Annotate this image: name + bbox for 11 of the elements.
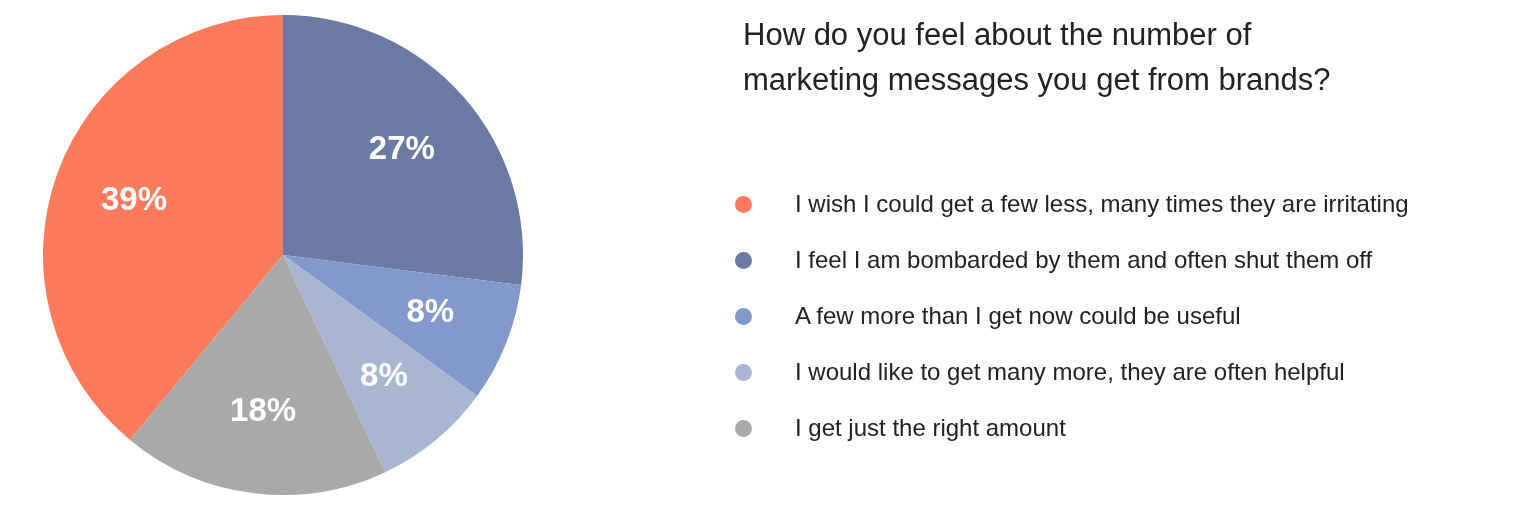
legend-label: I would like to get many more, they are often helpful	[795, 358, 1345, 386]
data-label: 8%	[360, 356, 408, 394]
legend-label: I feel I am bombarded by them and often shut them off	[795, 246, 1373, 274]
data-label: 39%	[100, 180, 167, 218]
legend-label: I get just the right amount	[795, 414, 1066, 442]
text: How do you feel about the number of marketing messages you get from brands?	[743, 16, 1332, 99]
data-label: 18%	[230, 391, 297, 429]
legend-label: A few more than I get now could be useful	[795, 302, 1241, 330]
legend-label: I wish I could get a few less, many times they are irritating	[795, 190, 1409, 218]
data-label: 27%	[368, 129, 435, 167]
data-label: 8%	[406, 292, 455, 330]
